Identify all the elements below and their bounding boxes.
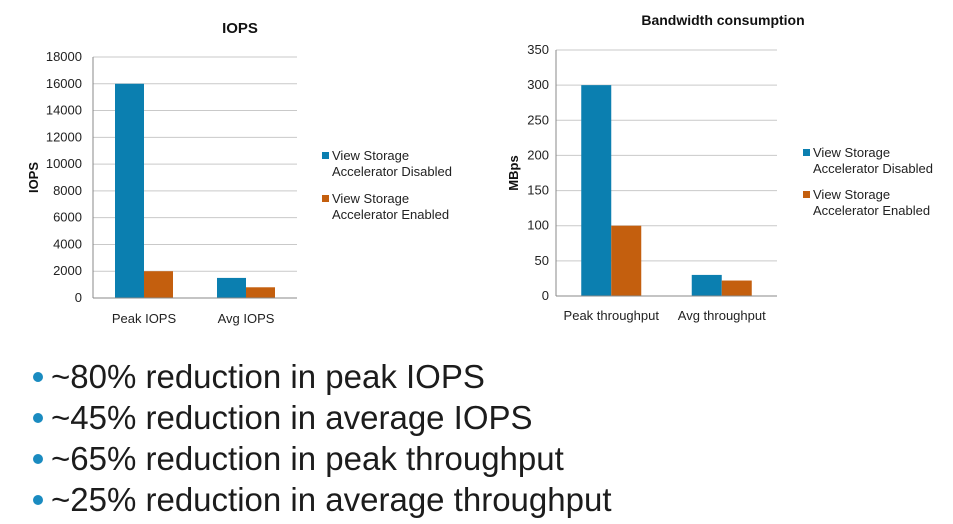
y-tick-label: 2000 [53, 263, 82, 278]
bar [217, 277, 246, 298]
iops-chart: IOPS 0 2000 4000 6000 8000 10000 12000 14000 1600… [26, 20, 452, 326]
bullet-dot-icon [33, 371, 43, 382]
x-tick-label: Avg throughput [678, 308, 766, 323]
y-tick-label: 100 [527, 218, 549, 233]
chart-title: Bandwidth consumption [641, 12, 804, 28]
bar [691, 274, 722, 296]
bar [581, 85, 612, 297]
x-tick-label: Peak throughput [564, 308, 660, 323]
legend-label: View Storage Accelerator Disabled [813, 145, 933, 176]
legend-swatch [322, 195, 329, 202]
legend-swatch [803, 149, 810, 156]
y-axis-title: MBps [506, 155, 521, 190]
legend-label: View Storage Accelerator Enabled [813, 187, 930, 218]
y-tick-label: 0 [75, 290, 82, 305]
x-tick-label: Peak IOPS [112, 311, 177, 326]
y-tick-label: 14000 [46, 103, 82, 118]
y-tick-label: 12000 [46, 129, 82, 144]
bullet-dot-icon [33, 494, 43, 505]
y-tick-label: 0 [542, 288, 549, 303]
y-tick-label: 10000 [46, 156, 82, 171]
y-tick-label: 150 [527, 183, 549, 198]
y-axis-title: IOPS [26, 162, 41, 193]
y-tick-label: 250 [527, 112, 549, 127]
bar [144, 271, 173, 298]
bandwidth-chart: Bandwidth consumption 0 50 100 150 200 250 300 3… [506, 12, 933, 323]
bar [246, 287, 275, 298]
bar [115, 83, 144, 299]
bullet-dot-icon [33, 453, 43, 464]
bullet-item: ~25% reduction in average throughput [24, 479, 611, 520]
chart-title: IOPS [222, 20, 258, 37]
y-tick-label: 16000 [46, 76, 82, 91]
x-tick-label: Avg IOPS [218, 311, 275, 326]
summary-bullets: ~80% reduction in peak IOPS ~45% reducti… [24, 356, 611, 520]
bullet-text: ~80% reduction in peak IOPS [51, 358, 485, 395]
bar [611, 225, 642, 296]
bullet-item: ~80% reduction in peak IOPS [24, 356, 611, 397]
legend-swatch [322, 152, 329, 159]
bullet-text: ~45% reduction in average IOPS [51, 399, 533, 436]
bullet-dot-icon [33, 412, 43, 423]
bullet-item: ~45% reduction in average IOPS [24, 397, 611, 438]
y-tick-label: 4000 [53, 236, 82, 251]
bullet-text: ~65% reduction in peak throughput [51, 440, 564, 477]
y-tick-label: 300 [527, 77, 549, 92]
y-tick-label: 18000 [46, 49, 82, 64]
y-tick-label: 350 [527, 42, 549, 57]
bullet-item: ~65% reduction in peak throughput [24, 438, 611, 479]
bar [721, 280, 752, 296]
y-tick-label: 8000 [53, 183, 82, 198]
legend-label: View Storage Accelerator Disabled [332, 148, 452, 179]
legend-label: View Storage Accelerator Enabled [332, 191, 449, 222]
legend-swatch [803, 191, 810, 198]
y-tick-label: 50 [535, 253, 549, 268]
bullet-text: ~25% reduction in average throughput [51, 481, 612, 518]
y-tick-label: 200 [527, 147, 549, 162]
y-tick-label: 6000 [53, 210, 82, 225]
